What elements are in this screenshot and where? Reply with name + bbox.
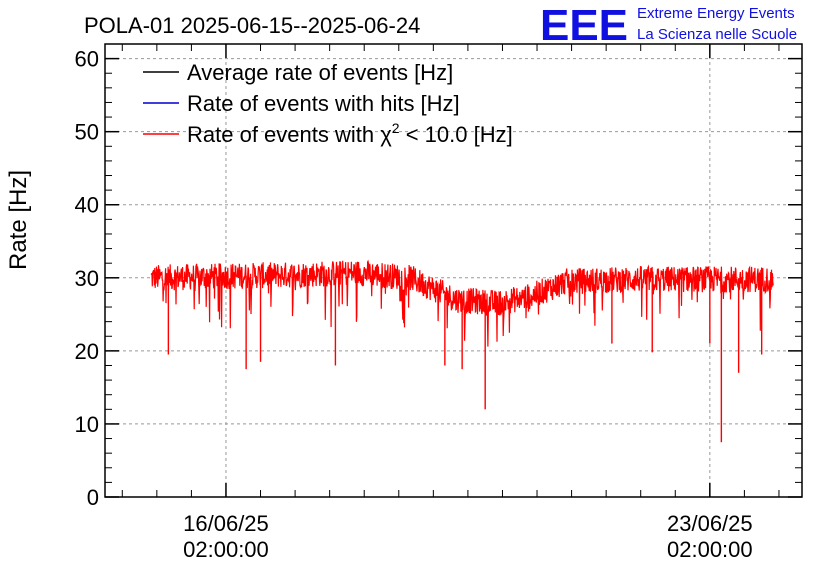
org-name: Extreme Energy Events [637, 5, 795, 22]
y-tick-label-4: 40 [75, 193, 99, 218]
grid [105, 44, 802, 497]
legend-chi2-prefix: Rate of events with [187, 122, 380, 147]
y-tick-label-6: 60 [75, 47, 99, 72]
org-subtitle: La Scienza nelle Scuole [637, 26, 797, 43]
y-tick-label-1: 10 [75, 412, 99, 437]
legend-label-chi2: Rate of events with χ2 < 10.0 [Hz] [187, 120, 513, 147]
y-tick-label-5: 50 [75, 120, 99, 145]
eee-logo: EEE [540, 1, 628, 50]
series-data [150, 259, 774, 443]
y-axis-label: Rate [Hz] [5, 170, 32, 270]
legend: Average rate of events [Hz] Rate of even… [143, 60, 513, 147]
y-tick-label-2: 20 [75, 339, 99, 364]
chart-title: POLA-01 2025-06-15--2025-06-24 [84, 13, 420, 38]
x-tick-label-date-0: 16/06/25 [183, 511, 269, 536]
axes: 010203040506016/06/2502:00:0023/06/2502:… [75, 43, 802, 562]
legend-chi2-superscript: 2 [392, 120, 400, 136]
x-tick-label-time-0: 02:00:00 [183, 537, 269, 562]
x-tick-label-date-1: 23/06/25 [667, 511, 753, 536]
legend-chi2-suffix: < 10.0 [Hz] [400, 122, 513, 147]
y-tick-label-0: 0 [87, 485, 99, 510]
plot-frame [104, 43, 803, 498]
legend-chi2-symbol: χ [380, 122, 392, 147]
y-tick-label-3: 30 [75, 266, 99, 291]
x-tick-label-time-1: 02:00:00 [667, 537, 753, 562]
legend-label-average: Average rate of events [Hz] [187, 60, 453, 85]
legend-label-hits: Rate of events with hits [Hz] [187, 91, 460, 116]
